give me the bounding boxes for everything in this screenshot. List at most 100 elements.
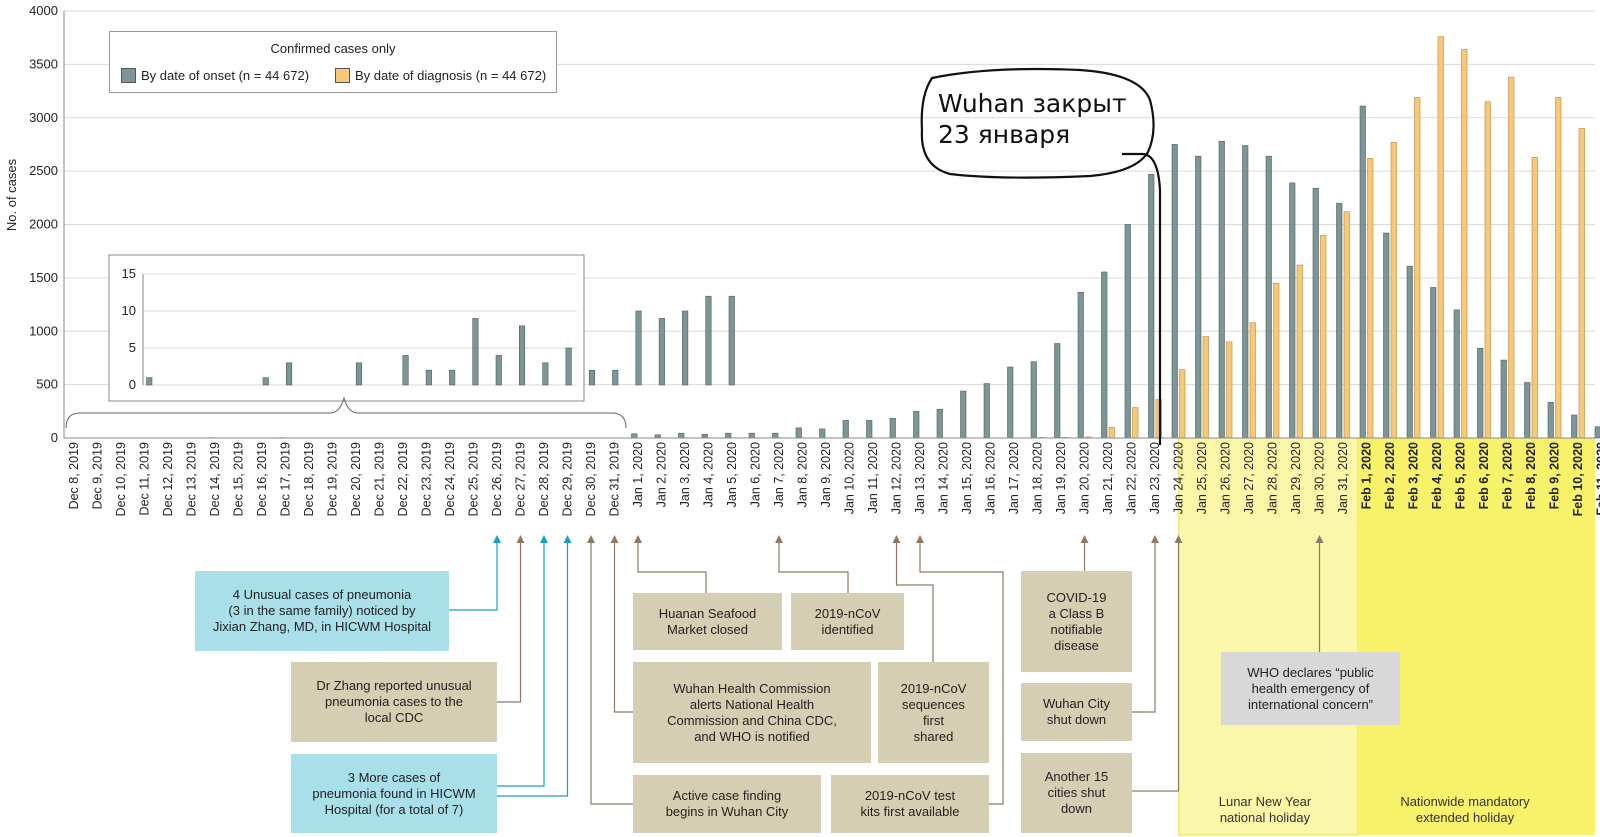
bars [64, 36, 1600, 439]
x-tick-label: Jan 1, 2020 [631, 442, 645, 507]
event-text: Huanan Seafood [658, 605, 757, 621]
x-tick-label: Jan 4, 2020 [702, 442, 716, 507]
legend-swatch-onset [121, 68, 136, 83]
connector-dec29 [497, 537, 569, 797]
x-tick-label: Jan 7, 2020 [772, 442, 786, 507]
x-tick-label: Dec 10, 2019 [114, 442, 128, 516]
arrow-jan24 [1174, 535, 1183, 543]
x-tick-label: Jan 30, 2020 [1313, 442, 1327, 514]
bar-diagnosis [1202, 336, 1209, 439]
legend-title: Confirmed cases only [270, 41, 396, 56]
event-text: Wuhan City [1043, 696, 1110, 711]
y-tick-label: 2000 [29, 217, 58, 232]
legend-swatch-diagnosis [335, 68, 350, 83]
arrow-jan1 [634, 535, 642, 543]
arrow-dec26 [493, 535, 501, 543]
bar-onset [1500, 359, 1507, 439]
bar-onset [725, 432, 732, 439]
inset-bar [658, 318, 665, 386]
inset-bar [682, 310, 689, 386]
legend-item-onset: By date of onset (n = 44 672) [121, 68, 309, 83]
callout-line-1: Wuhan закрыт [938, 89, 1127, 118]
connector-jan24 [1132, 537, 1180, 792]
bar-onset [1077, 291, 1084, 439]
bar-onset [1195, 155, 1202, 439]
bar-onset [819, 428, 826, 439]
event-box-more-cases: 3 More cases of pneumonia found in HICWM H… [291, 754, 497, 833]
event-text: Another 15 [1044, 769, 1109, 784]
arrow-dec31 [610, 535, 619, 543]
bar-onset [889, 417, 896, 439]
event-text: Active case finding [672, 788, 782, 803]
bar-diagnosis [1531, 156, 1538, 439]
event-text: health emergency of [1251, 680, 1370, 696]
y-tick-label: 3000 [29, 110, 58, 125]
x-tick-label: Feb 2, 2020 [1383, 442, 1397, 509]
bar-diagnosis [1414, 97, 1421, 439]
bar-onset [631, 433, 638, 439]
connector-dec31 [613, 537, 633, 713]
x-tick-label: Jan 9, 2020 [819, 442, 833, 507]
x-tick-label: Jan 27, 2020 [1242, 442, 1256, 514]
x-tick-label: Dec 8, 2019 [67, 442, 81, 509]
bar-diagnosis [1132, 407, 1139, 439]
bar-diagnosis [1320, 234, 1327, 439]
inset-bar [495, 355, 502, 386]
x-tick-label: Dec 16, 2019 [255, 442, 269, 516]
connector-jan7 [778, 537, 849, 593]
inset-bar [402, 355, 409, 386]
bar-onset [1594, 426, 1600, 439]
bar-onset [1007, 366, 1014, 439]
arrow-jan7 [775, 535, 783, 543]
x-tick-label: Dec 27, 2019 [514, 442, 528, 516]
arrow-dec27 [516, 535, 525, 543]
holiday-zone-lunar [1178, 437, 1359, 836]
event-box-who-pheic: WHO declares “public health emergency of i… [1221, 652, 1400, 725]
inset-bar [285, 362, 293, 386]
bar-diagnosis [1555, 97, 1562, 439]
inset-bar [542, 362, 549, 386]
bar-onset [1571, 414, 1578, 439]
bar-onset [1477, 348, 1484, 439]
x-tick-label: Dec 24, 2019 [443, 442, 457, 516]
bar-diagnosis [1273, 282, 1280, 439]
arrow-dec28 [540, 535, 548, 543]
x-tick-label: Dec 17, 2019 [279, 442, 293, 516]
event-text: 4 Unusual cases of pneumonia [232, 587, 412, 602]
event-text: Commission and China CDC, [667, 712, 837, 728]
x-tick-label: Dec 31, 2019 [608, 442, 622, 516]
bar-onset [1430, 287, 1437, 439]
bar-onset [1383, 232, 1390, 439]
holiday-zones [1178, 437, 1595, 836]
arrow-jan23 [1151, 535, 1159, 543]
connector-dec26 [449, 537, 498, 611]
x-tick-label: Dec 29, 2019 [561, 442, 575, 516]
event-text: and WHO is notified [694, 728, 810, 744]
event-text: 3 More cases of [347, 769, 441, 785]
event-text: Jixian Zhang, MD, in HICWM Hospital [212, 619, 432, 634]
x-tick-label: Dec 28, 2019 [537, 442, 551, 516]
arrow-jan13 [916, 535, 924, 543]
bar-onset [866, 420, 873, 439]
bar-onset [795, 427, 802, 439]
x-tick-label: Jan 25, 2020 [1195, 442, 1209, 514]
event-box-market-closed: Huanan Seafood Market closed [633, 593, 782, 650]
event-box-sequences-shared: 2019-nCoV sequences first shared [878, 662, 989, 763]
x-tick-label: Dec 13, 2019 [185, 442, 199, 516]
event-text: sequences [902, 696, 965, 712]
x-tick-label: Dec 18, 2019 [302, 442, 316, 516]
inset-bar [425, 369, 432, 386]
x-tick-label: Jan 23, 2020 [1148, 442, 1162, 514]
bar-diagnosis [1578, 128, 1585, 439]
y-axis: 0 500 1000 1500 2000 2500 3000 3500 4000 [29, 3, 65, 445]
inset-bar [472, 318, 479, 386]
x-tick-label: Jan 24, 2020 [1172, 442, 1186, 514]
inset-bar [612, 369, 619, 386]
bar-onset [960, 390, 967, 439]
event-text: first [923, 712, 944, 728]
bar-onset [772, 432, 779, 439]
arrow-jan20 [1080, 535, 1089, 543]
x-tick-label: Dec 30, 2019 [584, 442, 598, 516]
legend-label-diagnosis: By date of diagnosis (n = 44 672) [355, 68, 547, 83]
